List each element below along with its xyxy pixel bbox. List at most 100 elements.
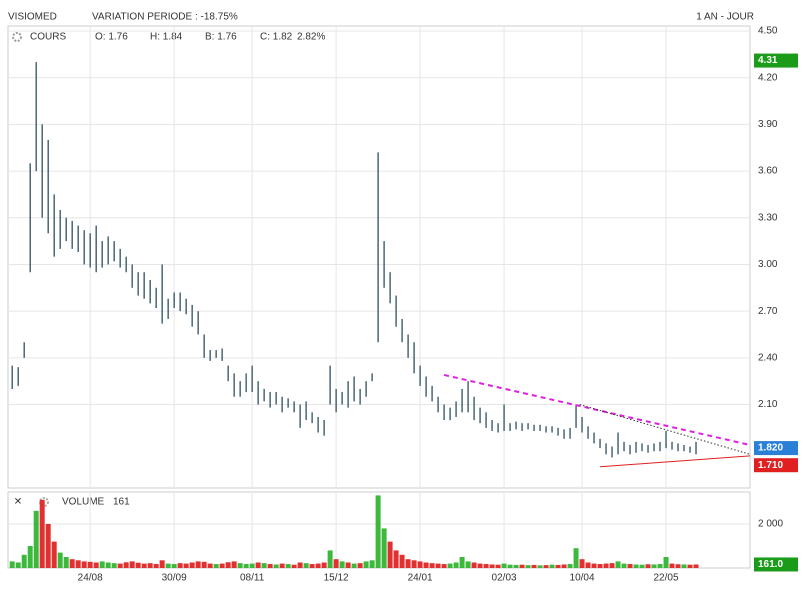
volume-bar xyxy=(609,563,615,568)
volume-name: VOLUME xyxy=(62,497,105,508)
volume-bar xyxy=(603,563,609,568)
settings-icon[interactable] xyxy=(12,32,22,42)
volume-bar xyxy=(129,561,135,568)
volume-bar xyxy=(405,559,411,568)
volume-bar xyxy=(39,499,45,568)
volume-bar xyxy=(393,550,399,568)
y-tick-label: 2.40 xyxy=(758,352,778,363)
volume-bar xyxy=(531,564,537,568)
volume-bar xyxy=(255,562,261,568)
volume-bar xyxy=(435,563,441,568)
volume-bar xyxy=(669,563,675,568)
price-pane xyxy=(7,25,751,489)
price-marker-label: 4.31 xyxy=(758,55,778,66)
volume-bar xyxy=(141,563,147,568)
volume-bar xyxy=(315,563,321,568)
volume-bar xyxy=(675,564,681,568)
y-tick-label: 2 000 xyxy=(758,519,783,530)
volume-bar xyxy=(693,564,699,568)
volume-bar xyxy=(681,564,687,568)
volume-bar xyxy=(459,557,465,568)
volume-bar xyxy=(87,561,93,568)
volume-bar xyxy=(51,541,57,568)
volume-bar xyxy=(291,564,297,568)
legend-open: O: 1.76 xyxy=(95,32,128,43)
volume-bar xyxy=(21,554,27,568)
volume-bar xyxy=(195,561,201,568)
volume-bar xyxy=(399,554,405,568)
volume-bar xyxy=(279,563,285,568)
volume-marker xyxy=(754,557,798,572)
volume-bar xyxy=(489,564,495,568)
y-tick-label: 3.00 xyxy=(758,259,778,270)
volume-bar xyxy=(639,564,645,568)
close-icon[interactable]: ✕ xyxy=(14,497,22,508)
volume-bar xyxy=(423,562,429,568)
volume-bar xyxy=(555,564,561,568)
volume-bar xyxy=(123,562,129,568)
volume-bar xyxy=(357,563,363,568)
volume-bar xyxy=(189,562,195,568)
volume-bar xyxy=(591,563,597,568)
volume-bar xyxy=(321,562,327,568)
volume-bar xyxy=(411,560,417,568)
volume-bar xyxy=(495,564,501,568)
volume-bar xyxy=(417,561,423,568)
volume-bar xyxy=(627,564,633,568)
price-marker xyxy=(754,458,798,473)
volume-bar xyxy=(363,561,369,568)
volume-bar xyxy=(213,564,219,568)
volume-bar xyxy=(453,562,459,568)
volume-bar xyxy=(585,562,591,568)
x-tick-label: 22/05 xyxy=(654,573,679,584)
volume-bar xyxy=(579,559,585,568)
volume-bar xyxy=(105,562,111,568)
volume-bar xyxy=(159,560,165,568)
x-tick-label: 02/03 xyxy=(492,573,517,584)
legend-change: 2.82% xyxy=(297,32,325,43)
volume-bar xyxy=(525,565,531,568)
x-tick-label: 24/01 xyxy=(408,573,433,584)
volume-last: 161 xyxy=(113,497,130,508)
trend-line xyxy=(579,404,751,455)
volume-bar xyxy=(519,564,525,568)
volume-bar xyxy=(285,564,291,568)
volume-bar xyxy=(615,561,621,568)
volume-bar xyxy=(471,562,477,568)
volume-bar xyxy=(45,524,51,568)
y-tick-label: 3.90 xyxy=(758,119,778,130)
volume-bar xyxy=(15,562,21,568)
volume-bar xyxy=(183,563,189,568)
volume-bar xyxy=(543,565,549,568)
volume-bar xyxy=(273,564,279,568)
volume-bar xyxy=(111,563,117,568)
volume-bar xyxy=(387,541,393,568)
y-tick-label: 3.30 xyxy=(758,212,778,223)
volume-bar xyxy=(261,563,267,568)
period[interactable]: 1 AN - JOUR xyxy=(696,12,754,23)
volume-bar xyxy=(351,563,357,568)
volume-bar xyxy=(171,564,177,568)
symbol: VISIOMED xyxy=(8,12,57,23)
volume-bar xyxy=(513,564,519,568)
volume-bar xyxy=(369,560,375,568)
legend-name: COURS xyxy=(30,32,66,43)
price-marker-label: 1.820 xyxy=(758,443,783,454)
volume-bar xyxy=(429,563,435,568)
x-tick-label: 24/08 xyxy=(78,573,103,584)
volume-bar xyxy=(327,550,333,568)
volume-bar xyxy=(549,564,555,568)
y-tick-label: 4.50 xyxy=(758,26,778,37)
y-tick-label: 3.60 xyxy=(758,166,778,177)
legend-close: C: 1.82 xyxy=(260,32,293,43)
volume-bar xyxy=(345,562,351,568)
volume-bar xyxy=(147,563,153,568)
volume-bar xyxy=(57,552,63,568)
volume-bar xyxy=(267,564,273,568)
volume-bar xyxy=(447,563,453,568)
price-marker xyxy=(754,441,798,456)
volume-bar xyxy=(231,561,237,568)
volume-bar xyxy=(237,563,243,568)
volume-bar xyxy=(165,563,171,568)
y-tick-label: 2.70 xyxy=(758,306,778,317)
